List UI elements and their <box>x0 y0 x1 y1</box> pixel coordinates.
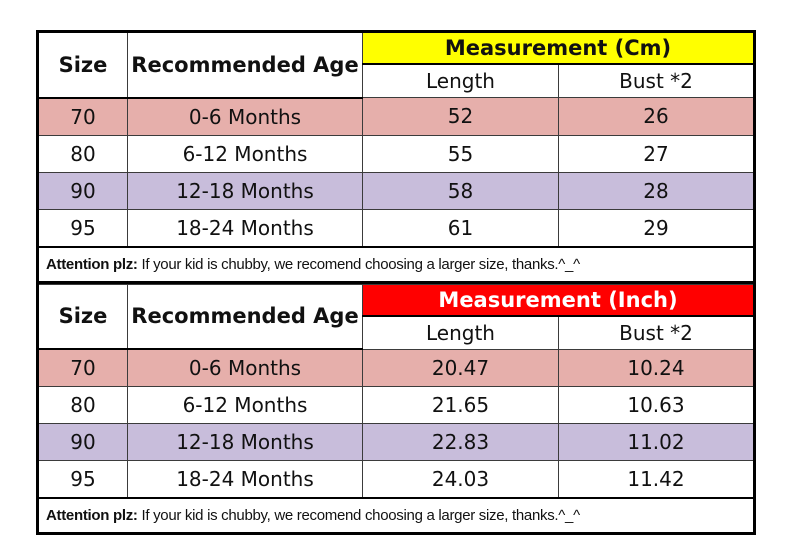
bust-cell: 11.42 <box>558 460 755 499</box>
table-row: 90 12-18 Months 22.83 11.02 <box>37 423 755 461</box>
length-cell: 58 <box>362 171 559 210</box>
size-table-cm: Size Recommended Age Measurement (Cm) Le… <box>36 30 756 284</box>
bust-cell: 10.63 <box>558 386 755 424</box>
attention-note-row: Attention plz: If your kid is chubby, we… <box>37 245 755 283</box>
length-cell: 61 <box>362 208 559 247</box>
size-table-inch: Size Recommended Age Measurement (Inch) … <box>36 283 756 535</box>
size-chart: Size Recommended Age Measurement (Cm) Le… <box>36 30 756 535</box>
length-cell: 20.47 <box>362 348 559 387</box>
size-cell: 80 <box>37 134 128 173</box>
attention-note-text: If your kid is chubby, we recomend choos… <box>137 507 580 524</box>
age-cell: 0-6 Months <box>127 97 363 136</box>
table-row: 95 18-24 Months 61 29 <box>37 208 755 247</box>
bust-cell: 27 <box>558 134 755 173</box>
age-cell: 12-18 Months <box>127 171 363 210</box>
table-row: 70 0-6 Months 20.47 10.24 <box>37 348 755 387</box>
age-cell: 6-12 Months <box>127 386 363 424</box>
subheader-row-cm: Length Bust *2 <box>38 63 755 98</box>
size-cell: 80 <box>37 386 128 424</box>
age-cell: 0-6 Months <box>127 348 363 387</box>
bust-column-header: Bust *2 <box>558 63 755 98</box>
length-column-header: Length <box>362 63 559 98</box>
size-cell: 70 <box>37 348 128 387</box>
table-row: 90 12-18 Months 58 28 <box>37 171 755 210</box>
bust-cell: 11.02 <box>558 423 755 461</box>
size-cell: 90 <box>37 171 128 210</box>
bust-cell: 26 <box>558 97 755 136</box>
age-cell: 18-24 Months <box>127 460 363 499</box>
size-cell: 95 <box>37 460 128 499</box>
age-cell: 18-24 Months <box>127 208 363 247</box>
size-column-header: Size <box>37 31 128 99</box>
bust-cell: 28 <box>558 171 755 210</box>
attention-note: Attention plz: If your kid is chubby, we… <box>37 497 755 534</box>
attention-note-label: Attention plz: <box>46 255 138 273</box>
header-row-cm: Size Recommended Age Measurement (Cm) <box>37 31 755 99</box>
measurement-inch-header: Measurement (Inch) <box>362 283 755 317</box>
age-column-header: Recommended Age <box>127 283 363 350</box>
age-cell: 6-12 Months <box>127 134 363 173</box>
length-column-header: Length <box>362 315 559 350</box>
size-cell: 70 <box>37 97 128 136</box>
table-row: 80 6-12 Months 55 27 <box>37 134 755 173</box>
header-row-inch: Size Recommended Age Measurement (Inch) <box>37 283 755 350</box>
age-cell: 12-18 Months <box>127 423 363 461</box>
size-column-header: Size <box>37 283 128 350</box>
attention-note-row: Attention plz: If your kid is chubby, we… <box>37 497 755 534</box>
measurement-cm-header: Measurement (Cm) <box>362 31 755 65</box>
length-cell: 55 <box>362 134 559 173</box>
age-column-header: Recommended Age <box>127 31 363 99</box>
attention-note: Attention plz: If your kid is chubby, we… <box>37 245 755 283</box>
length-cell: 24.03 <box>362 460 559 499</box>
bust-cell: 10.24 <box>558 348 755 387</box>
attention-note-label: Attention plz: <box>46 507 138 524</box>
table-row: 70 0-6 Months 52 26 <box>37 97 755 136</box>
table-row: 80 6-12 Months 21.65 10.63 <box>37 386 755 424</box>
attention-note-text: If your kid is chubby, we recomend choos… <box>137 255 580 273</box>
bust-column-header: Bust *2 <box>558 315 755 350</box>
length-cell: 22.83 <box>362 423 559 461</box>
bust-cell: 29 <box>558 208 755 247</box>
length-cell: 52 <box>362 97 559 136</box>
table-row: 95 18-24 Months 24.03 11.42 <box>37 460 755 499</box>
size-cell: 95 <box>37 208 128 247</box>
length-cell: 21.65 <box>362 386 559 424</box>
size-cell: 90 <box>37 423 128 461</box>
